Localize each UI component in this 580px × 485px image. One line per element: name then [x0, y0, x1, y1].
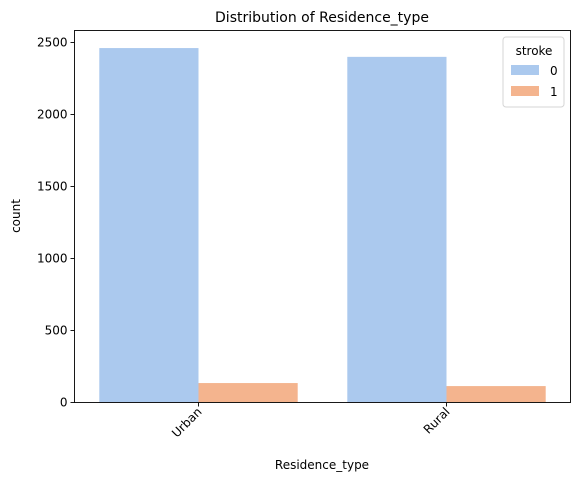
bar-rural-stroke-1: [446, 386, 546, 403]
legend-swatch-0: [511, 65, 539, 75]
x-axis-label: Residence_type: [275, 458, 369, 472]
x-tick-label-rural: Rural: [421, 405, 453, 437]
bars-group: [99, 48, 546, 403]
y-tick-label: 1500: [37, 179, 68, 193]
y-axis: 0 500 1000 1500 2000 2500: [37, 35, 75, 410]
legend-label-0: 0: [550, 64, 558, 78]
y-tick-label: 2500: [37, 35, 68, 49]
y-axis-label: count: [9, 199, 23, 233]
legend-label-1: 1: [550, 85, 558, 99]
bar-urban-stroke-1: [198, 383, 298, 403]
bar-rural-stroke-0: [347, 56, 447, 403]
y-tick-label: 0: [60, 396, 68, 410]
y-tick-label: 2000: [37, 107, 68, 121]
plot-frame: [74, 30, 571, 403]
bar-urban-stroke-0: [99, 48, 199, 403]
legend-title: stroke: [516, 44, 553, 58]
x-tick-label-urban: Urban: [169, 405, 205, 441]
y-tick-label: 500: [45, 323, 68, 337]
legend-swatch-1: [511, 86, 539, 96]
y-tick-label: 1000: [37, 251, 68, 265]
legend: stroke 0 1: [502, 36, 565, 108]
chart-title: Distribution of Residence_type: [215, 10, 429, 26]
x-axis: Urban Rural: [169, 402, 453, 441]
